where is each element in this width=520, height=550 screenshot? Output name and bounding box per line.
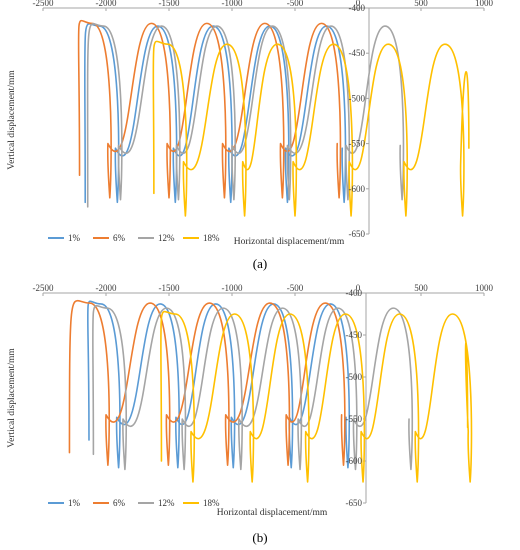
y-tick-label: -550: [349, 139, 366, 149]
x-tick-label: 0: [356, 283, 361, 293]
series-line-1%: [83, 22, 347, 204]
legend-label: 6%: [113, 498, 126, 508]
x-axis-title: Horizontal displacement/mm: [234, 237, 345, 247]
series-line-12%: [86, 23, 405, 208]
series-line-6%: [77, 19, 342, 199]
y-tick-label: -550: [346, 414, 363, 424]
series-line-18%: [152, 40, 470, 217]
x-tick-label: -2000: [96, 283, 117, 293]
y-tick-label: -400: [346, 288, 363, 298]
y-axis-title: Vertical displacement/mm: [7, 70, 17, 170]
x-tick-label: -2500: [33, 0, 54, 8]
x-tick-label: -1500: [159, 0, 180, 8]
y-tick-label: -400: [349, 3, 366, 13]
x-tick-label: -500: [287, 0, 304, 8]
series-line-6%: [68, 299, 346, 466]
x-tick-label: 500: [414, 0, 428, 8]
y-tick-label: -500: [346, 372, 363, 382]
x-tick-label: 0: [356, 0, 361, 8]
y-tick-label: -600: [346, 456, 363, 466]
x-tick-label: -2000: [96, 0, 117, 8]
y-tick-label: -650: [346, 498, 363, 508]
panel-label: (b): [252, 530, 267, 545]
y-tick-label: -600: [349, 184, 366, 194]
y-tick-label: -450: [346, 330, 363, 340]
legend-label: 12%: [158, 498, 175, 508]
series-line-12%: [92, 304, 414, 471]
panel-label: (a): [253, 256, 267, 271]
chart-panel-b: -2500 -2000 -1500 -1000 -500 0 500 1000 -400 -450…: [7, 283, 494, 545]
y-axis-title: Vertical displacement/mm: [7, 348, 17, 448]
y-tick-label: -650: [349, 229, 366, 239]
x-tick-label: -1000: [222, 0, 243, 8]
legend-label: 6%: [113, 233, 126, 243]
x-tick-label: -1000: [222, 283, 243, 293]
y-tick-label: -450: [349, 48, 366, 58]
y-tick-label: -500: [349, 93, 366, 103]
legend-label: 18%: [203, 498, 220, 508]
series-line-1%: [86, 300, 351, 469]
x-tick-label: 500: [414, 283, 428, 293]
legend-label: 1%: [68, 233, 81, 243]
x-tick-label: -1500: [159, 283, 180, 293]
x-tick-label: 1000: [475, 283, 494, 293]
x-axis-title: Horizontal displacement/mm: [217, 508, 328, 518]
x-tick-label: -2500: [33, 283, 54, 293]
x-tick-label: -500: [287, 283, 304, 293]
x-tick-label: 1000: [475, 0, 494, 8]
legend-label: 1%: [68, 498, 81, 508]
chart-panel-a: -2500 -2000 -1500 -1000 -500 0 500 1000 -400 -450…: [7, 0, 494, 271]
series-line-18%: [160, 310, 473, 483]
legend-label: 18%: [203, 233, 220, 243]
legend-label: 12%: [158, 233, 175, 243]
